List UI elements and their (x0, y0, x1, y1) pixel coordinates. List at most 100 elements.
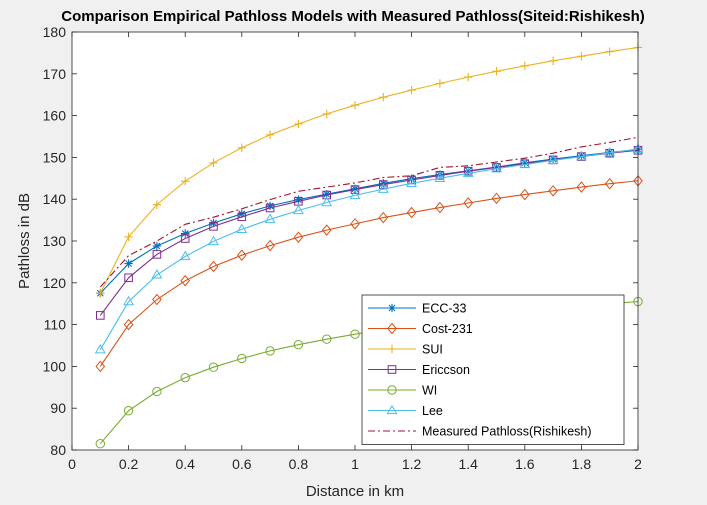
data-point (548, 56, 558, 66)
legend-label: SUI (422, 343, 443, 357)
data-point (605, 47, 614, 56)
x-tick-label: 1.6 (515, 456, 535, 472)
data-point (435, 79, 445, 88)
data-point (492, 67, 501, 76)
x-tick-label: 2 (634, 456, 642, 472)
data-point (94, 343, 106, 354)
data-point (547, 154, 559, 164)
data-point (350, 218, 360, 230)
data-point (321, 196, 333, 207)
series-line (99, 46, 639, 294)
legend-marker (386, 404, 398, 415)
y-tick-label: 140 (43, 191, 67, 207)
data-point (152, 250, 162, 259)
data-point (491, 162, 502, 173)
data-point (152, 386, 162, 397)
data-point (237, 212, 247, 222)
data-point (208, 362, 219, 372)
data-point (464, 72, 473, 82)
legend-marker (387, 303, 397, 313)
data-point (491, 192, 502, 205)
data-point (124, 259, 133, 268)
data-point (180, 274, 191, 287)
chart-title: Comparison Empirical Pathloss Models wit… (61, 8, 644, 25)
y-tick-label: 80 (50, 442, 66, 458)
series-line (99, 136, 639, 288)
data-point (548, 185, 558, 197)
data-point (265, 203, 275, 213)
data-point (293, 231, 304, 244)
data-point (180, 234, 190, 243)
legend-marker (387, 322, 397, 335)
legend-entry: SUI (368, 343, 443, 357)
data-point (292, 204, 304, 215)
data-point (265, 239, 275, 252)
data-point (264, 213, 276, 223)
data-point (321, 224, 332, 236)
y-tick-label: 130 (43, 233, 67, 249)
data-point (209, 222, 218, 231)
data-point (520, 61, 529, 71)
data-point (152, 200, 162, 209)
data-point (350, 100, 360, 110)
x-tick-label: 1.2 (402, 456, 422, 472)
data-point (406, 177, 418, 187)
data-point (181, 177, 190, 186)
legend-entry: Cost-231 (368, 322, 473, 336)
data-point (293, 339, 304, 350)
data-point (124, 232, 133, 242)
legend-marker (387, 385, 397, 395)
y-tick-label: 160 (43, 108, 67, 124)
series-2 (96, 43, 643, 298)
data-point (265, 346, 275, 356)
legend-entry: Lee (368, 404, 443, 418)
data-point (350, 185, 360, 194)
data-point (349, 189, 361, 200)
y-tick-label: 180 (43, 24, 67, 40)
data-point (96, 289, 105, 298)
x-tick-label: 0.2 (119, 456, 139, 472)
data-point (180, 372, 190, 383)
x-tick-label: 0 (68, 456, 76, 472)
data-point (434, 172, 446, 182)
legend: ECC-33 Cost-231 SUI Ericcson WI Lee Measured P… (361, 294, 625, 445)
data-point (265, 130, 275, 140)
data-point (236, 249, 247, 261)
data-point (322, 190, 331, 200)
data-point (378, 211, 389, 224)
data-point (124, 273, 133, 283)
data-point (208, 235, 219, 246)
legend-label: Cost-231 (422, 322, 473, 336)
data-point (435, 171, 445, 180)
series-5 (94, 143, 644, 354)
legend-label: Lee (422, 404, 443, 418)
legend-label: Measured Pathloss(Rishikesh) (422, 425, 592, 439)
legend-label: ECC-33 (422, 302, 467, 316)
data-point (379, 93, 388, 102)
data-point (604, 147, 616, 157)
data-point (576, 181, 587, 193)
x-tick-label: 1.8 (572, 456, 592, 472)
data-point (95, 439, 106, 449)
data-point (377, 183, 389, 193)
legend-marker (387, 365, 397, 374)
data-point (519, 158, 531, 169)
x-tick-label: 0.4 (175, 456, 195, 472)
data-point (209, 158, 218, 168)
data-point (350, 329, 360, 339)
data-point (208, 260, 219, 273)
legend-entry: ECC-33 (368, 302, 467, 316)
x-tick-label: 1 (351, 456, 359, 472)
y-tick-label: 120 (43, 275, 67, 291)
data-point (237, 353, 247, 364)
data-point (463, 166, 473, 176)
legend-entry: Ericcson (368, 363, 470, 377)
y-tick-label: 100 (43, 358, 67, 374)
data-point (181, 229, 190, 238)
series-line (99, 148, 639, 350)
x-tick-label: 0.8 (289, 456, 309, 472)
data-point (152, 293, 162, 306)
x-tick-label: 0.6 (232, 456, 252, 472)
data-point (406, 206, 417, 219)
